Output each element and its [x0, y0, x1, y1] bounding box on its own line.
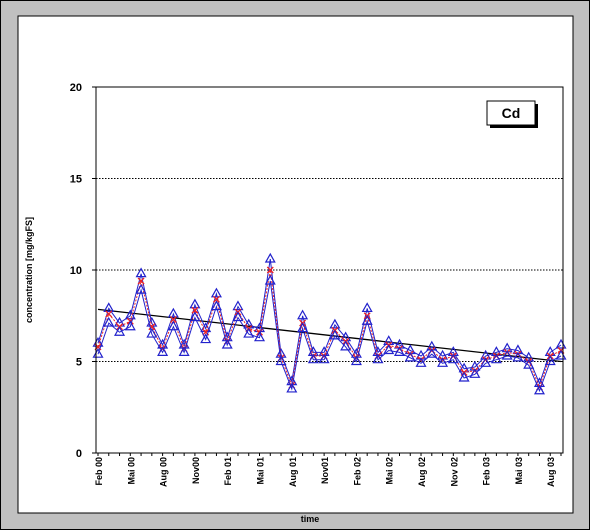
x-tick-label: Nov01 — [320, 457, 330, 484]
data-point — [103, 316, 115, 327]
data-point — [189, 298, 201, 309]
x-tick-label: Feb 03 — [482, 457, 492, 486]
data-point — [253, 331, 266, 342]
x-tick-label: Aug 00 — [159, 457, 169, 487]
data-point — [426, 347, 438, 358]
data-point — [501, 349, 513, 360]
data-point — [372, 353, 384, 364]
x-tick-label: Feb 01 — [223, 457, 233, 486]
data-point — [266, 266, 274, 274]
data-point — [307, 353, 319, 364]
data-point — [135, 267, 147, 278]
data-point — [243, 327, 255, 338]
data-point — [437, 357, 449, 367]
data-point — [105, 310, 113, 318]
data-point — [191, 306, 199, 314]
data-point — [200, 333, 212, 344]
x-tick-label: Feb 02 — [352, 457, 362, 486]
data-point — [361, 302, 373, 313]
data-point — [264, 252, 276, 263]
data-point — [275, 355, 287, 366]
data-point — [232, 300, 244, 311]
data-point — [490, 353, 502, 364]
y-tick-label: 20 — [70, 82, 82, 94]
data-point — [137, 277, 145, 285]
data-point — [361, 315, 373, 325]
y-axis-label: concentration [mg/kgFS] — [24, 217, 34, 323]
data-point — [114, 325, 126, 336]
data-point — [415, 357, 427, 367]
data-point — [297, 322, 309, 333]
data-point — [340, 340, 352, 351]
series-lower — [92, 274, 567, 395]
y-axis: 0 5 10 15 20 — [70, 82, 96, 460]
data-point — [221, 338, 233, 349]
data-point — [533, 384, 545, 395]
x-axis-label: time — [301, 514, 320, 524]
data-point — [297, 309, 309, 320]
x-tick-label: Mai 00 — [126, 457, 136, 485]
data-point — [329, 318, 341, 329]
data-point — [447, 353, 459, 364]
data-point — [393, 346, 406, 356]
data-point — [318, 353, 330, 364]
data-point — [286, 382, 298, 393]
x-tick-label: Nov 02 — [449, 457, 459, 487]
data-point — [210, 300, 222, 311]
chart-title: Cd — [502, 105, 521, 121]
data-point — [523, 358, 535, 369]
data-point — [469, 368, 481, 378]
data-point — [232, 311, 244, 322]
data-point — [404, 351, 416, 362]
data-point — [167, 307, 179, 318]
x-tick-label: Aug 03 — [546, 457, 556, 487]
y-tick-label: 0 — [76, 448, 82, 460]
y-tick-label: 15 — [70, 174, 82, 186]
data-point — [264, 274, 276, 285]
data-point — [329, 329, 341, 340]
data-point — [124, 320, 136, 331]
x-tick-label: Aug 02 — [417, 457, 427, 487]
plot-area — [96, 87, 563, 453]
data-point — [135, 283, 147, 294]
data-point — [157, 346, 169, 356]
y-tick-label: 5 — [76, 357, 82, 369]
y-tick-label: 10 — [70, 265, 82, 277]
x-tick-label: Mai 03 — [514, 457, 524, 485]
data-point — [383, 344, 395, 355]
x-tick-label: Feb 00 — [94, 457, 104, 486]
data-point — [167, 320, 179, 331]
data-point — [124, 309, 136, 320]
data-point — [178, 346, 190, 356]
x-tick-label: Mai 02 — [385, 457, 395, 485]
data-point — [480, 357, 492, 367]
legend-box — [486, 100, 536, 126]
x-tick-label: Aug 01 — [288, 457, 298, 487]
x-axis: Feb 00 Mai 00 Aug 00 Nov00 Feb 01 Mai 01 Aug 0… — [94, 453, 562, 487]
x-tick-label: Nov00 — [191, 457, 201, 484]
series-line — [97, 280, 562, 393]
data-point — [103, 302, 115, 313]
data-point — [210, 287, 222, 298]
data-point — [544, 355, 556, 366]
series-layer — [92, 252, 567, 395]
x-tick-label: Mai 01 — [256, 457, 266, 485]
data-point — [169, 315, 177, 323]
data-point — [512, 351, 524, 362]
data-point — [189, 311, 201, 322]
data-point — [212, 295, 220, 303]
data-point — [146, 327, 158, 338]
data-point — [458, 371, 470, 382]
data-point — [350, 355, 362, 366]
